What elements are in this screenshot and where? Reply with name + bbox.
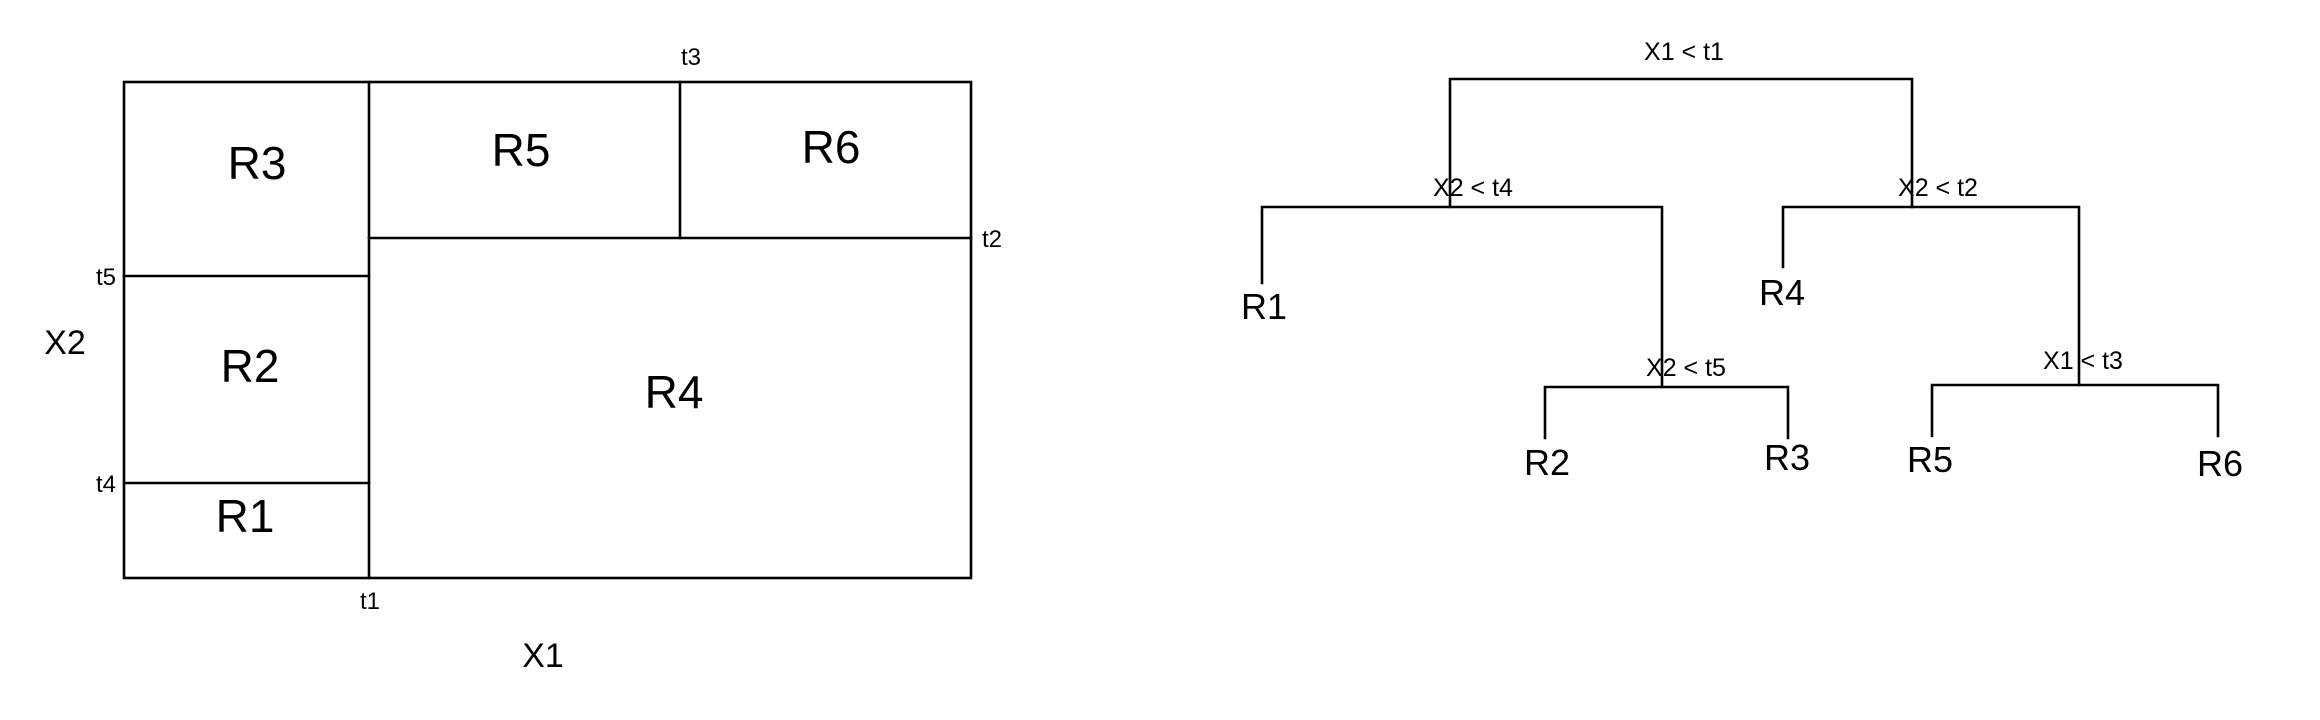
tree-leaf-r5: R5 (1907, 439, 1953, 480)
threshold-label-t5: t5 (96, 264, 116, 291)
region-label-r5: R5 (492, 124, 551, 176)
tree-leaf-r6: R6 (2197, 443, 2243, 484)
threshold-label-t3: t3 (681, 44, 701, 71)
tree-branch-left (1260, 205, 1664, 389)
tree-leaf-r3: R3 (1764, 437, 1810, 478)
region-label-r4: R4 (645, 366, 704, 418)
tree-condition-right: X2 < t2 (1898, 174, 1978, 202)
axis-label-x2: X2 (44, 324, 86, 362)
region-label-r6: R6 (802, 121, 861, 173)
tree-leaf-r4: R4 (1759, 272, 1805, 313)
tree-branch-root (1448, 77, 1914, 209)
axis-label-x1: X1 (522, 637, 564, 675)
tree-leaf-r2: R2 (1524, 442, 1570, 483)
tree-branch-right-right (1930, 383, 2220, 438)
partition-outer-box (122, 80, 973, 580)
threshold-label-t1: t1 (360, 588, 380, 615)
threshold-label-t4: t4 (96, 471, 116, 498)
region-label-r3: R3 (228, 137, 287, 189)
tree-condition-left: X2 < t4 (1433, 174, 1513, 202)
region-label-r1: R1 (216, 490, 275, 542)
region-label-r2: R2 (221, 340, 280, 392)
tree-leaf-r1: R1 (1241, 286, 1287, 327)
tree-branch-left-right (1543, 385, 1790, 440)
threshold-label-t2: t2 (982, 226, 1002, 253)
tree-condition-right-right: X1 < t3 (2043, 347, 2123, 375)
tree-branch-right (1781, 205, 2081, 387)
tree-condition-root: X1 < t1 (1644, 38, 1724, 66)
partition-panel: R3 R2 R1 R5 R6 R4 t3 t2 t5 t4 t1 X1 X2 (44, 44, 1002, 675)
tree-condition-left-right: X2 < t5 (1646, 354, 1726, 382)
decision-tree-panel: X1 < t1 X2 < t4 X2 < t2 X2 < t5 X1 < t3 … (1241, 38, 2243, 484)
